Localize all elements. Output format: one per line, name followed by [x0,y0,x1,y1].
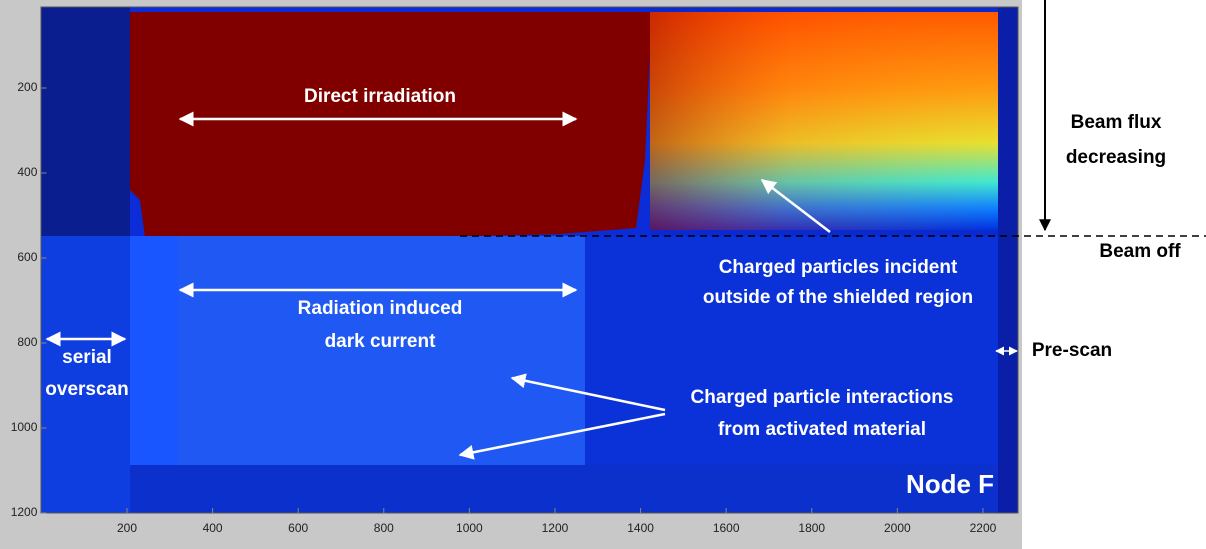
x-tick-label: 400 [203,521,223,535]
x-tick-label: 1400 [627,521,654,535]
x-tick-label: 1000 [456,521,483,535]
annotation: Direct irradiation [304,86,456,107]
image-region [178,236,585,465]
annotation: Pre-scan [1032,340,1112,361]
x-tick-label: 600 [288,521,308,535]
annotation: Beam flux [1071,112,1162,133]
annotations: Direct irradiation Radiation induced dark … [45,86,1181,499]
x-tick-label: 1800 [798,521,825,535]
x-tick-label: 1600 [713,521,740,535]
y-tick-label: 400 [17,165,37,179]
x-tick-label: 2200 [970,521,997,535]
image-region [41,7,130,236]
annotation: overscan [45,379,128,400]
image-region [130,236,178,465]
annotation: Charged particle interactions [691,387,954,408]
annotation: outside of the shielded region [703,287,973,308]
image-region [585,236,998,465]
ticks: 200 400 600 800 1000 1200 1400 1600 1800 2000 2200… [11,80,997,535]
plot-frame [40,6,1019,514]
x-tick-label: 1200 [542,521,569,535]
arrows [45,111,1018,460]
x-tick-label: 2000 [884,521,911,535]
annotation: from activated material [718,419,926,440]
annotation: Radiation induced [298,298,463,319]
annotation: Beam off [1099,241,1181,262]
annotation: dark current [325,331,437,352]
arrow [510,373,666,412]
annotation: decreasing [1066,147,1166,168]
image-region [130,12,652,238]
arrow [760,179,831,233]
annotation: Node F [906,469,994,499]
arrow [458,412,666,460]
image-region [998,7,1018,513]
image-region [130,465,998,513]
x-tick-label: 200 [117,521,137,535]
y-tick-label: 800 [17,335,37,349]
image-region [650,12,998,230]
y-tick-label: 1000 [11,420,38,434]
x-tick-label: 800 [374,521,394,535]
annotation: serial [62,347,112,368]
annotation: Charged particles incident [719,257,958,278]
y-tick-label: 200 [17,80,37,94]
image [41,7,1018,513]
image-region [41,236,130,513]
y-tick-label: 600 [17,250,37,264]
y-tick-label: 1200 [11,505,38,519]
